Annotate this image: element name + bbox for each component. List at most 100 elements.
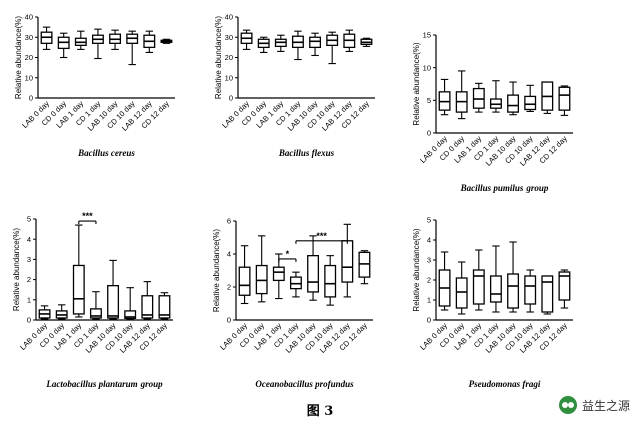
y-axis-label: Relative abundance(%): [14, 16, 23, 99]
box-0: [240, 29, 253, 50]
box-4: [507, 241, 520, 313]
y-tick-label: 10: [423, 63, 431, 72]
box-0: [38, 305, 51, 320]
iqr-box: [507, 94, 520, 113]
iqr-box: [238, 266, 251, 296]
box-5: [124, 287, 137, 320]
panel-title-species: Oceanobacillus profundus: [255, 379, 354, 389]
box-4: [507, 81, 520, 116]
box-1: [455, 70, 468, 120]
significance-label: ***: [82, 211, 93, 221]
y-tick-label: 5: [427, 216, 431, 225]
box-6: [541, 81, 554, 114]
box-1: [257, 36, 270, 53]
iqr-box: [107, 285, 120, 319]
significance-bracket: ***: [295, 231, 348, 244]
box-2: [472, 82, 485, 113]
iqr-box: [272, 266, 285, 282]
iqr-box: [289, 276, 302, 290]
y-tick-label: 1: [427, 296, 431, 305]
iqr-box: [341, 240, 354, 283]
box-0: [438, 78, 451, 116]
box-4: [107, 259, 120, 320]
box-6: [343, 29, 356, 52]
y-tick-label: 20: [25, 53, 33, 62]
box-3: [489, 245, 502, 313]
panel-title-suffix: group: [525, 183, 549, 193]
y-tick-label: 4: [227, 250, 231, 259]
box-1: [255, 235, 268, 303]
iqr-box: [524, 275, 537, 305]
box-5: [524, 84, 537, 112]
box-5: [126, 30, 139, 66]
box-2: [72, 224, 85, 318]
y-tick-label: 0: [229, 94, 233, 103]
panel-title: Oceanobacillus profundus: [255, 379, 354, 389]
y-tick-label: 0: [227, 316, 231, 325]
panel-title-species: Lactobacillus plantarum: [45, 379, 137, 389]
y-axis-label: Relative abundance(%): [412, 42, 421, 125]
iqr-box: [489, 275, 502, 303]
y-tick-label: 40: [225, 13, 233, 22]
box-4: [307, 235, 320, 301]
iqr-box: [309, 36, 322, 49]
panel-title: Bacillus cereus: [77, 148, 135, 158]
box-2: [74, 30, 87, 50]
iqr-box: [324, 264, 337, 298]
y-tick-label: 40: [25, 13, 33, 22]
iqr-box: [158, 295, 171, 319]
significance-bracket: ***: [78, 211, 97, 225]
panel-title-species: Bacillus cereus: [77, 148, 135, 158]
box-7: [558, 85, 571, 116]
y-tick-label: 0: [427, 129, 431, 138]
box-0: [40, 26, 53, 50]
watermark: 益生之源: [558, 395, 630, 415]
panel-title-species: Bacillus pumilus: [460, 183, 524, 193]
box-7: [160, 38, 173, 44]
y-tick-label: 5: [427, 96, 431, 105]
iqr-box: [524, 95, 537, 111]
y-tick-label: 2: [427, 276, 431, 285]
y-tick-label: 0: [427, 316, 431, 325]
box-1: [455, 261, 468, 315]
box-3: [291, 30, 304, 61]
iqr-box: [472, 269, 485, 305]
panel-title-species: Bacillus flexus: [278, 148, 335, 158]
y-tick-label: 30: [225, 33, 233, 42]
panel-title: Lactobacillus plantarum group: [45, 379, 163, 389]
box-6: [341, 223, 354, 298]
panel-title: Bacillus pumilus group: [460, 183, 549, 193]
watermark-text: 益生之源: [581, 398, 630, 413]
box-6: [141, 281, 154, 320]
y-tick-label: 30: [25, 33, 33, 42]
y-tick-label: 10: [25, 73, 33, 82]
box-3: [489, 80, 502, 113]
box-4: [109, 29, 122, 50]
iqr-box: [358, 251, 371, 278]
iqr-box: [255, 264, 268, 295]
box-5: [524, 269, 537, 313]
y-tick-label: 6: [227, 217, 231, 226]
figure-caption: 图 3: [306, 404, 334, 419]
iqr-box: [141, 295, 154, 319]
y-axis-label: Relative abundance(%): [12, 228, 21, 311]
box-3: [89, 291, 102, 320]
y-tick-label: 1: [27, 295, 31, 304]
y-axis-label: Relative abundance(%): [212, 229, 221, 312]
box-4: [309, 32, 322, 57]
iqr-box: [72, 264, 85, 315]
iqr-box: [541, 275, 554, 313]
y-tick-label: 0: [27, 316, 31, 325]
y-tick-label: 5: [27, 215, 31, 224]
y-tick-label: 3: [27, 255, 31, 264]
panel-title-suffix: group: [140, 379, 164, 389]
y-tick-label: 3: [427, 256, 431, 265]
iqr-box: [307, 254, 320, 293]
y-tick-label: 2: [27, 275, 31, 284]
